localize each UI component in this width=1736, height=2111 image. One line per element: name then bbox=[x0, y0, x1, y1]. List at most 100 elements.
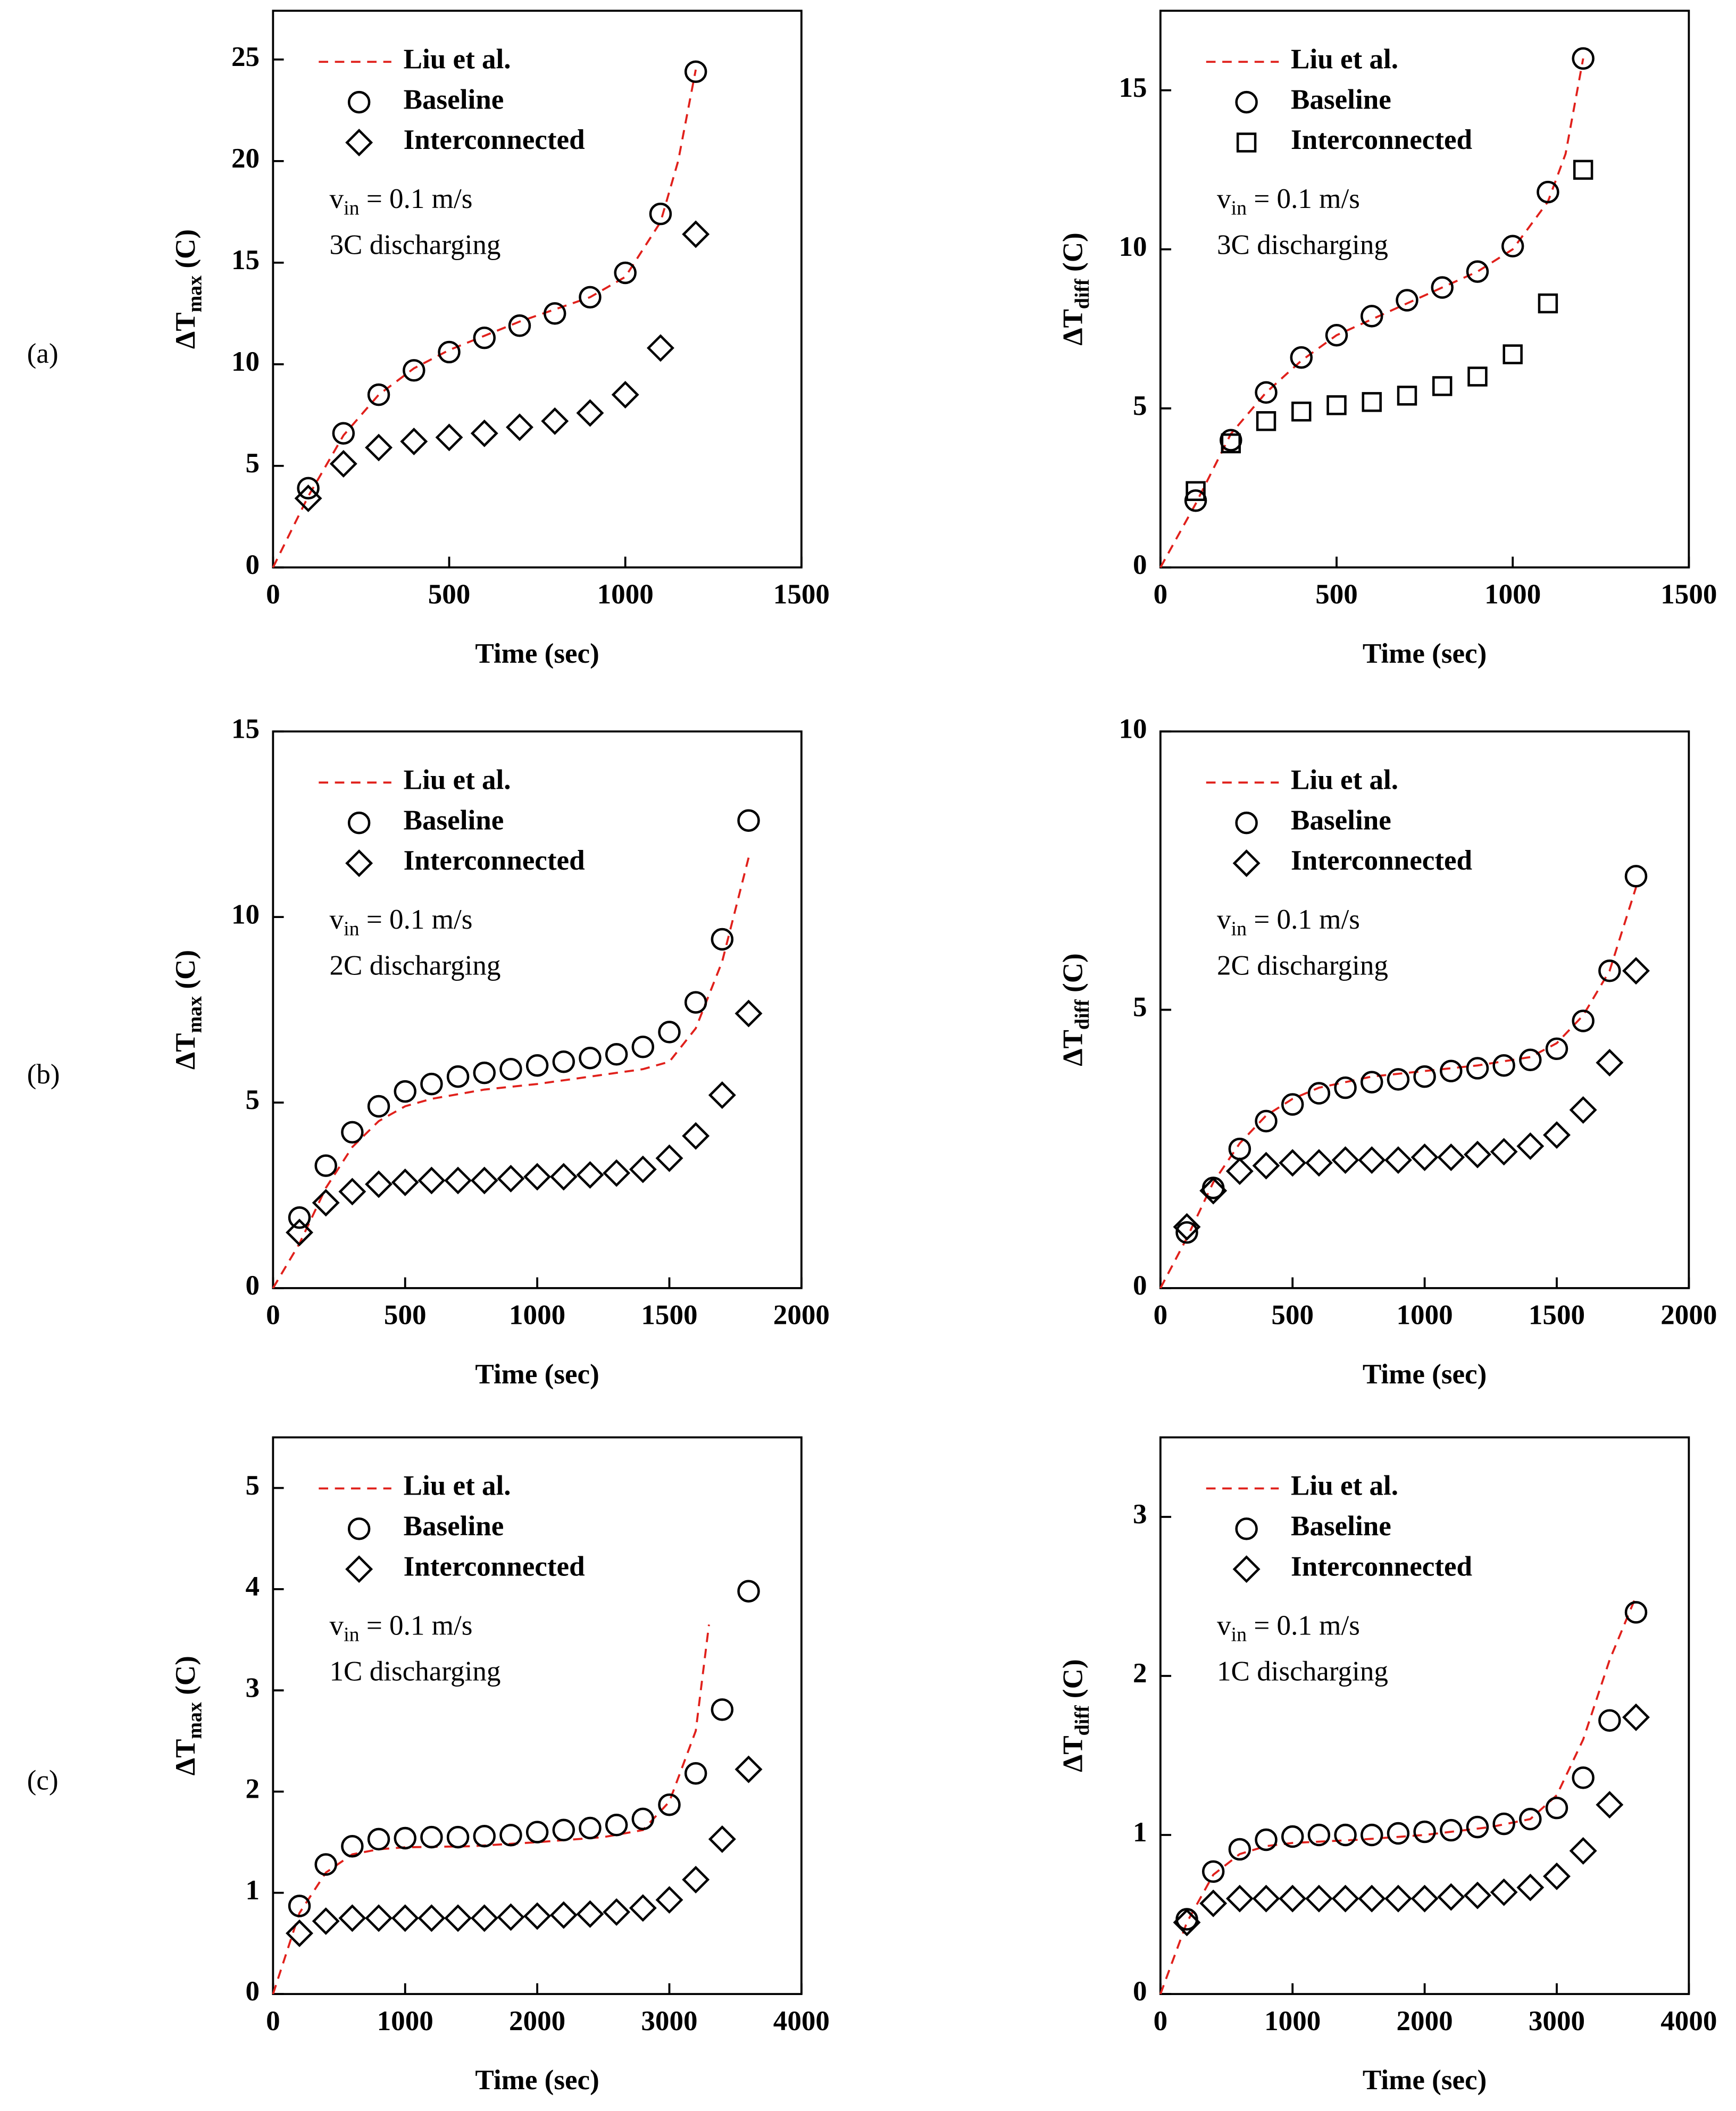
y-tick-label: 1 bbox=[1133, 1817, 1147, 1848]
point bbox=[499, 1824, 522, 1847]
annotation-base: v bbox=[330, 1611, 344, 1641]
annotation-sub: in bbox=[1231, 917, 1247, 940]
point bbox=[1410, 1884, 1439, 1913]
point bbox=[552, 1050, 575, 1073]
point bbox=[603, 1898, 631, 1926]
point bbox=[631, 1807, 655, 1831]
y-axis-label: ΔTmax (C) bbox=[170, 950, 206, 1070]
y-axis-label-text: (C) bbox=[1058, 1659, 1089, 1706]
x-tick-label: 0 bbox=[1154, 579, 1168, 610]
x-tick-label: 3000 bbox=[641, 2006, 697, 2037]
point bbox=[525, 1821, 549, 1843]
legend-label: Liu et al. bbox=[404, 764, 511, 795]
point bbox=[1622, 1703, 1650, 1731]
point bbox=[658, 1021, 681, 1044]
y-axis-label-base: ΔT bbox=[170, 1033, 201, 1070]
point bbox=[1361, 1071, 1383, 1094]
point bbox=[646, 334, 674, 362]
annotation-sub: in bbox=[1231, 197, 1247, 219]
point bbox=[446, 1065, 470, 1088]
point bbox=[367, 1095, 390, 1118]
point bbox=[1492, 1812, 1515, 1835]
y-tick-label: 3 bbox=[246, 1672, 260, 1703]
x-tick-label: 0 bbox=[266, 1300, 280, 1331]
annotation-text: = 0.1 m/s bbox=[360, 904, 473, 935]
point bbox=[1569, 1096, 1597, 1124]
y-tick-label: 4 bbox=[246, 1571, 260, 1602]
panel-label: (b) bbox=[27, 1059, 60, 1090]
point bbox=[576, 399, 604, 427]
line bbox=[272, 857, 750, 1289]
annotation: vin = 0.1 m/s bbox=[330, 904, 473, 940]
plot-frame bbox=[1159, 10, 1690, 569]
point bbox=[541, 407, 569, 435]
point bbox=[420, 1825, 443, 1849]
annotation-base: v bbox=[1217, 904, 1231, 935]
x-tick-label: 0 bbox=[266, 2006, 280, 2037]
annotation: 3C discharging bbox=[330, 229, 501, 260]
annotation-base: v bbox=[1217, 183, 1231, 214]
point bbox=[367, 383, 390, 406]
point bbox=[1175, 1221, 1198, 1244]
point bbox=[549, 1901, 578, 1929]
point bbox=[711, 928, 734, 951]
line bbox=[1159, 887, 1637, 1289]
x-tick-label: 1000 bbox=[1397, 1300, 1453, 1331]
y-tick-label: 20 bbox=[231, 143, 260, 174]
legend-swatch bbox=[347, 1517, 371, 1540]
legend-label: Baseline bbox=[1291, 805, 1391, 836]
point bbox=[1326, 395, 1347, 415]
point bbox=[1184, 489, 1207, 512]
annotation: vin = 0.1 m/s bbox=[1217, 1611, 1360, 1646]
point bbox=[1279, 1884, 1307, 1913]
legend-swatch bbox=[1232, 1555, 1261, 1583]
y-axis-label-text: (C) bbox=[170, 1656, 201, 1702]
point bbox=[1466, 260, 1489, 283]
y-axis-label-text: (C) bbox=[1058, 953, 1089, 999]
point bbox=[365, 433, 393, 462]
legend-swatch bbox=[345, 849, 373, 877]
x-tick-label: 1000 bbox=[597, 579, 654, 610]
y-tick-label: 0 bbox=[246, 1976, 260, 2007]
point bbox=[737, 1580, 760, 1603]
y-axis-label-text: (C) bbox=[170, 950, 201, 996]
legend-swatch bbox=[1235, 1517, 1258, 1540]
point bbox=[1466, 1057, 1489, 1080]
point bbox=[1467, 366, 1488, 387]
point bbox=[1466, 1815, 1489, 1839]
point bbox=[1358, 1146, 1386, 1174]
point bbox=[1490, 1878, 1518, 1906]
annotation-sub: in bbox=[344, 197, 360, 219]
annotation-text: = 0.1 m/s bbox=[1247, 183, 1360, 214]
point bbox=[312, 1189, 340, 1217]
legend-swatch bbox=[1235, 90, 1258, 114]
y-tick-label: 10 bbox=[1119, 231, 1147, 262]
line bbox=[272, 69, 697, 568]
annotation: 1C discharging bbox=[1217, 1656, 1388, 1687]
point bbox=[1463, 1140, 1491, 1169]
x-axis-label: Time (sec) bbox=[475, 1359, 599, 1390]
point bbox=[297, 477, 320, 500]
point bbox=[1255, 1109, 1278, 1133]
legend-label: Liu et al. bbox=[1291, 44, 1398, 74]
point bbox=[288, 1895, 311, 1917]
point bbox=[1186, 481, 1206, 502]
point bbox=[611, 381, 639, 409]
point bbox=[1431, 276, 1454, 299]
point bbox=[1307, 1082, 1331, 1105]
point bbox=[1492, 1054, 1515, 1077]
legend-label: Interconnected bbox=[1291, 124, 1472, 155]
point bbox=[1572, 1009, 1595, 1032]
point bbox=[1463, 1881, 1491, 1909]
point bbox=[338, 1904, 366, 1932]
point bbox=[403, 359, 425, 382]
point bbox=[1334, 1076, 1357, 1099]
line bbox=[1159, 1596, 1637, 1995]
point bbox=[1572, 47, 1595, 70]
x-tick-label: 500 bbox=[1315, 579, 1358, 610]
y-axis-label-sub: max bbox=[183, 1702, 206, 1739]
point bbox=[682, 220, 710, 248]
y-axis-label-sub: diff bbox=[1071, 1705, 1093, 1735]
y-axis-label-text: (C) bbox=[1058, 232, 1089, 279]
